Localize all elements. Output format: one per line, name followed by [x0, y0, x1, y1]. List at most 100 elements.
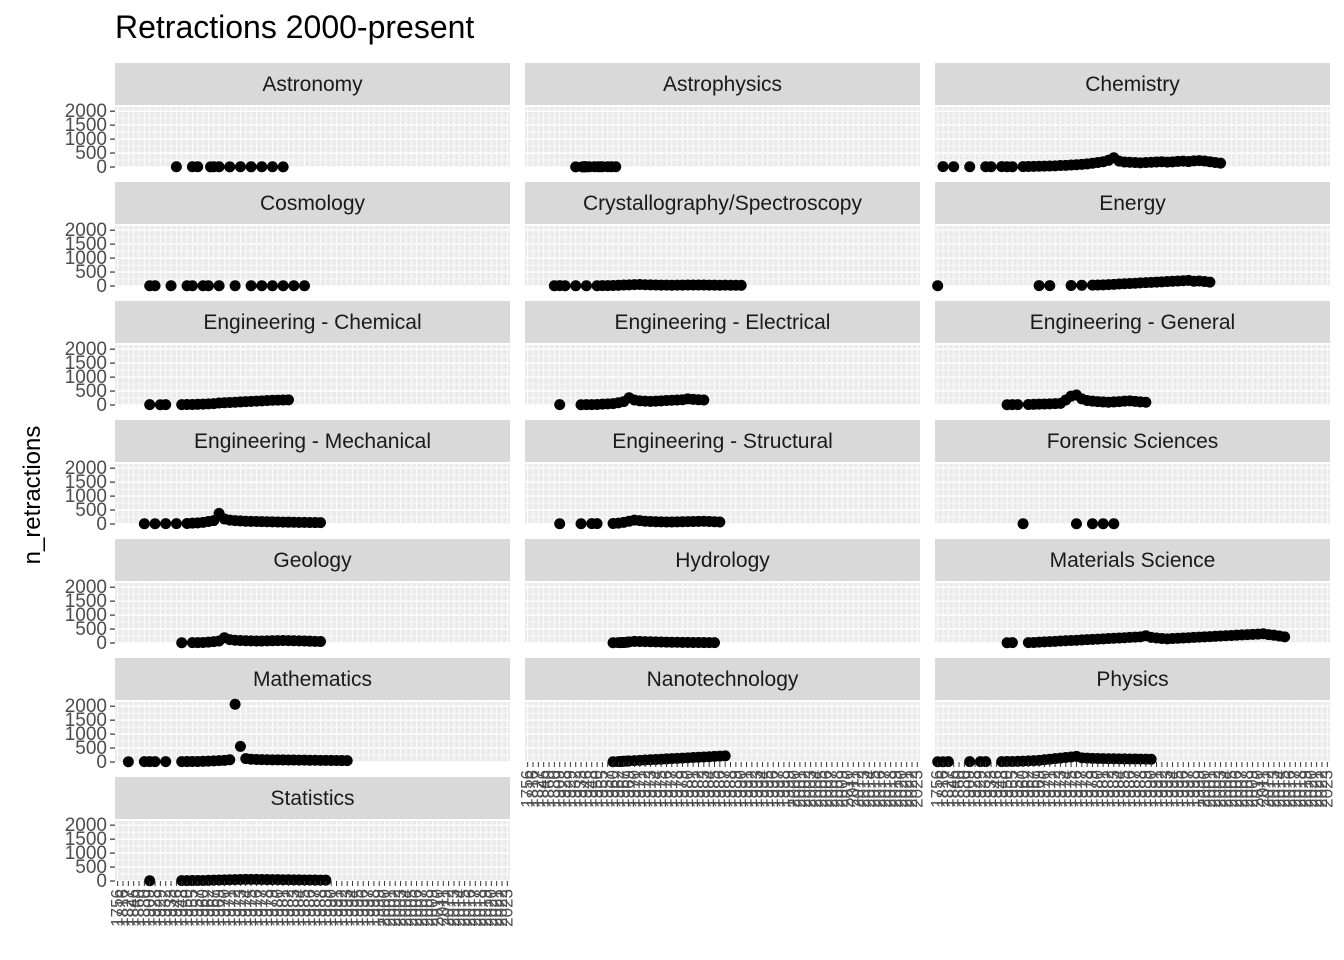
x-tick-label: 1972 [635, 770, 654, 808]
facet-strip-label: Engineering - Structural [612, 430, 833, 453]
facet-panel: Engineering - General [935, 301, 1330, 411]
x-tick-label: 1976 [1066, 770, 1085, 808]
facet-strip [115, 63, 510, 105]
data-point [942, 756, 954, 768]
x-tick-label: 1969 [1029, 770, 1048, 808]
x-tick-label: 1996 [353, 889, 372, 927]
x-tick-label: 1946 [986, 770, 1005, 808]
x-tick-label: 1992 [742, 770, 761, 808]
data-point [1017, 518, 1029, 530]
x-tick-label: 1962 [198, 889, 217, 927]
facet-strip-label: Physics [1096, 668, 1168, 691]
y-tick-label: 1000 [65, 486, 107, 507]
x-tick-label: 2018 [881, 770, 900, 808]
x-tick-label: 1980 [268, 889, 287, 927]
x-tick-label: 2003 [801, 770, 820, 808]
x-tick-label: 1950 [997, 770, 1016, 808]
x-tick-label: 1995 [758, 770, 777, 808]
facet-strip [525, 420, 920, 462]
y-tick-label: 2000 [65, 339, 107, 360]
x-tick-label: 1986 [710, 770, 729, 808]
data-point [224, 754, 236, 766]
x-tick-label: 2023 [497, 889, 516, 927]
x-tick-label: 1909 [550, 770, 569, 808]
facet-strip [935, 539, 1330, 581]
x-tick-label: 1971 [220, 889, 239, 927]
x-tick-label: 1933 [981, 770, 1000, 808]
x-tick-label: 1987 [1125, 770, 1144, 808]
x-tick-label: 2008 [417, 889, 436, 927]
data-point [229, 280, 241, 292]
y-tick-label: 2000 [65, 577, 107, 598]
x-tick-label: 1860 [949, 770, 968, 808]
panel-background [935, 464, 1330, 524]
data-point [1070, 518, 1082, 530]
data-point [964, 161, 976, 173]
x-tick-label: 2021 [897, 770, 916, 808]
x-tick-label: 2008 [827, 770, 846, 808]
data-point [570, 280, 582, 292]
data-point [580, 280, 592, 292]
x-tick-label: 2005 [1221, 770, 1240, 808]
x-tick-label: 2009 [833, 770, 852, 808]
x-tick-label: 2019 [886, 770, 905, 808]
data-point [170, 161, 182, 173]
x-tick-label: 1981 [1093, 770, 1112, 808]
x-tick-label: 2004 [1216, 770, 1235, 808]
data-point [591, 518, 603, 530]
x-tick-label: 1988 [1131, 770, 1150, 808]
data-point [1215, 157, 1227, 169]
data-point [144, 875, 156, 887]
y-tick-label: 500 [75, 143, 107, 164]
x-tick-label: 1979 [672, 770, 691, 808]
x-tick-label: 2021 [487, 889, 506, 927]
facet-strip-label: Engineering - General [1030, 311, 1235, 334]
data-point [186, 280, 198, 292]
data-point [575, 518, 587, 530]
x-tick-label: 1986 [300, 889, 319, 927]
data-point [149, 756, 161, 768]
x-tick-label: 1982 [1098, 770, 1117, 808]
x-tick-label: 1929 [970, 770, 989, 808]
facet-strip [935, 182, 1330, 224]
x-tick-label: 2001 [1200, 770, 1219, 808]
y-tick-label: 1000 [65, 129, 107, 150]
x-tick-label: 1970 [214, 889, 233, 927]
panel-background [115, 464, 510, 524]
x-tick-label: 1827 [938, 770, 957, 808]
data-point [1006, 637, 1018, 649]
data-point [948, 161, 960, 173]
data-point [202, 280, 214, 292]
x-tick-label: 2020 [481, 889, 500, 927]
panel-background [115, 583, 510, 643]
facet-strip [115, 420, 510, 462]
facet-strip-label: Statistics [270, 787, 354, 810]
x-tick-label: 1980 [1088, 770, 1107, 808]
x-tick-label: 2006 [817, 770, 836, 808]
x-tick-label: 1880 [544, 770, 563, 808]
data-point [245, 280, 257, 292]
y-tick-label: 2000 [65, 220, 107, 241]
data-point [1140, 396, 1152, 408]
facet-strip-label: Chemistry [1085, 73, 1180, 96]
x-tick-label: 2023 [1317, 770, 1336, 808]
x-tick-label: 2010 [428, 889, 447, 927]
x-tick-label: 1984 [699, 770, 718, 808]
x-tick-label: 2019 [1296, 770, 1315, 808]
y-tick-label: 1500 [65, 591, 107, 612]
x-tick-label: 2002 [1205, 770, 1224, 808]
x-tick-label: 1997 [359, 889, 378, 927]
y-tick-label: 1000 [65, 724, 107, 745]
x-tick-label: 1984 [1109, 770, 1128, 808]
x-tick-label: 1957 [598, 770, 617, 808]
facet-strip [115, 658, 510, 700]
x-tick-label: 2016 [1280, 770, 1299, 808]
x-tick-label: 1928 [555, 770, 574, 808]
y-tick-label: 500 [75, 738, 107, 759]
facet-strip [115, 301, 510, 343]
x-tick-label: 1976 [656, 770, 675, 808]
x-tick-label: 2009 [1243, 770, 1262, 808]
x-tick-label: 2013 [444, 889, 463, 927]
x-tick-label: 1960 [603, 770, 622, 808]
